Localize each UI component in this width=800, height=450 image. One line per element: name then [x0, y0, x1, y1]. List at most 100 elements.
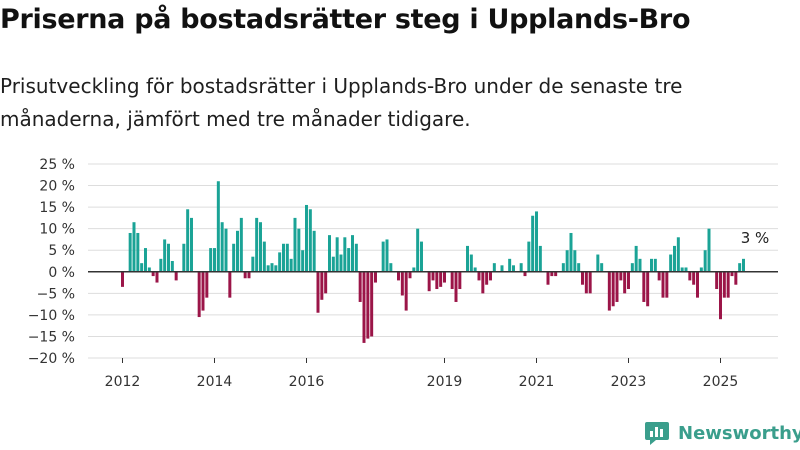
bar — [324, 271, 328, 294]
bar — [607, 271, 611, 311]
bar — [366, 271, 370, 339]
bar — [186, 209, 190, 272]
bar — [159, 258, 163, 272]
bar — [220, 222, 224, 272]
y-tick-label: 10 % — [39, 222, 75, 238]
bar — [331, 256, 335, 272]
bar — [389, 263, 393, 272]
bar — [201, 271, 205, 311]
bar — [174, 271, 178, 281]
y-tick-label: −20 % — [28, 351, 75, 367]
y-tick-label: −15 % — [28, 329, 75, 345]
bar — [443, 271, 446, 283]
bar — [320, 271, 324, 300]
bar — [427, 271, 431, 292]
bar — [619, 271, 623, 281]
bar — [492, 263, 496, 272]
bar — [301, 250, 305, 272]
bar — [351, 235, 354, 272]
bar — [136, 232, 140, 272]
brand-name: Newsworthy — [678, 422, 800, 444]
bar — [623, 271, 627, 294]
bar — [707, 228, 711, 272]
bar — [688, 271, 692, 281]
bar — [715, 271, 719, 290]
bar — [454, 271, 458, 302]
x-tick-label: 2012 — [105, 374, 141, 390]
bar — [573, 250, 577, 272]
bar — [374, 271, 377, 283]
bar — [312, 230, 316, 272]
bar — [151, 271, 155, 277]
bar — [358, 271, 362, 302]
bar — [236, 230, 239, 272]
bar — [734, 271, 738, 285]
bar — [642, 271, 646, 302]
bar — [370, 271, 374, 337]
bar — [278, 252, 282, 272]
bar — [182, 243, 186, 272]
bar — [531, 215, 535, 272]
y-axis-ticks: 25 % 20 % 15 % 10 % 5 % 0 % −5 % −10 % −15 % −20 … — [28, 157, 75, 367]
bar — [397, 271, 400, 281]
bar — [270, 263, 274, 272]
brand-logo[interactable]: Newsworthy — [644, 419, 800, 447]
bar — [692, 271, 696, 285]
bar — [500, 265, 504, 272]
bar — [282, 243, 285, 272]
bar — [328, 235, 331, 272]
bar — [561, 263, 565, 272]
bar — [412, 267, 416, 272]
bar — [247, 271, 251, 279]
bar — [404, 271, 408, 311]
bar — [546, 271, 550, 285]
x-tick-label: 2023 — [611, 374, 647, 390]
bar — [673, 245, 676, 272]
bar — [588, 271, 592, 294]
bar — [190, 217, 193, 272]
bar — [140, 263, 144, 272]
x-axis-ticks: 2012 2014 2016 2019 2021 2023 2025 — [105, 358, 738, 390]
bar — [408, 271, 412, 279]
y-tick-label: 15 % — [39, 200, 75, 216]
x-tick-label: 2016 — [289, 374, 325, 390]
bar — [297, 228, 301, 272]
bar — [239, 217, 243, 272]
chart-subtitle: Prisutveckling för bostadsrätter i Uppla… — [0, 74, 683, 131]
bar — [669, 254, 673, 272]
bar — [343, 237, 347, 272]
bar — [611, 271, 615, 307]
bar — [627, 271, 630, 290]
chart-title: Priserna på bostadsrätter steg i Uppland… — [0, 4, 691, 35]
bar — [680, 267, 684, 272]
bar — [519, 263, 523, 272]
bar — [742, 258, 745, 272]
bar — [385, 239, 389, 272]
bar — [508, 258, 512, 272]
bar — [213, 248, 216, 272]
x-tick-label: 2021 — [519, 374, 555, 390]
bar — [420, 241, 423, 272]
x-tick-label: 2019 — [427, 374, 463, 390]
bar — [147, 267, 151, 272]
bar — [128, 232, 132, 272]
bar — [232, 243, 236, 272]
bar — [738, 263, 742, 272]
bar — [661, 271, 665, 298]
y-tick-label: 20 % — [39, 179, 75, 195]
bar — [305, 204, 308, 272]
bar — [144, 248, 147, 272]
bar — [596, 254, 600, 272]
bar — [228, 271, 232, 298]
y-tick-label: 25 % — [39, 157, 75, 173]
bar — [431, 271, 435, 281]
bar — [638, 258, 642, 272]
bar — [550, 271, 554, 277]
bar — [243, 271, 247, 279]
bar — [121, 271, 124, 287]
bar — [630, 263, 634, 272]
bar — [512, 265, 515, 272]
bar — [538, 245, 542, 272]
bar — [255, 217, 259, 272]
bar — [450, 271, 454, 290]
